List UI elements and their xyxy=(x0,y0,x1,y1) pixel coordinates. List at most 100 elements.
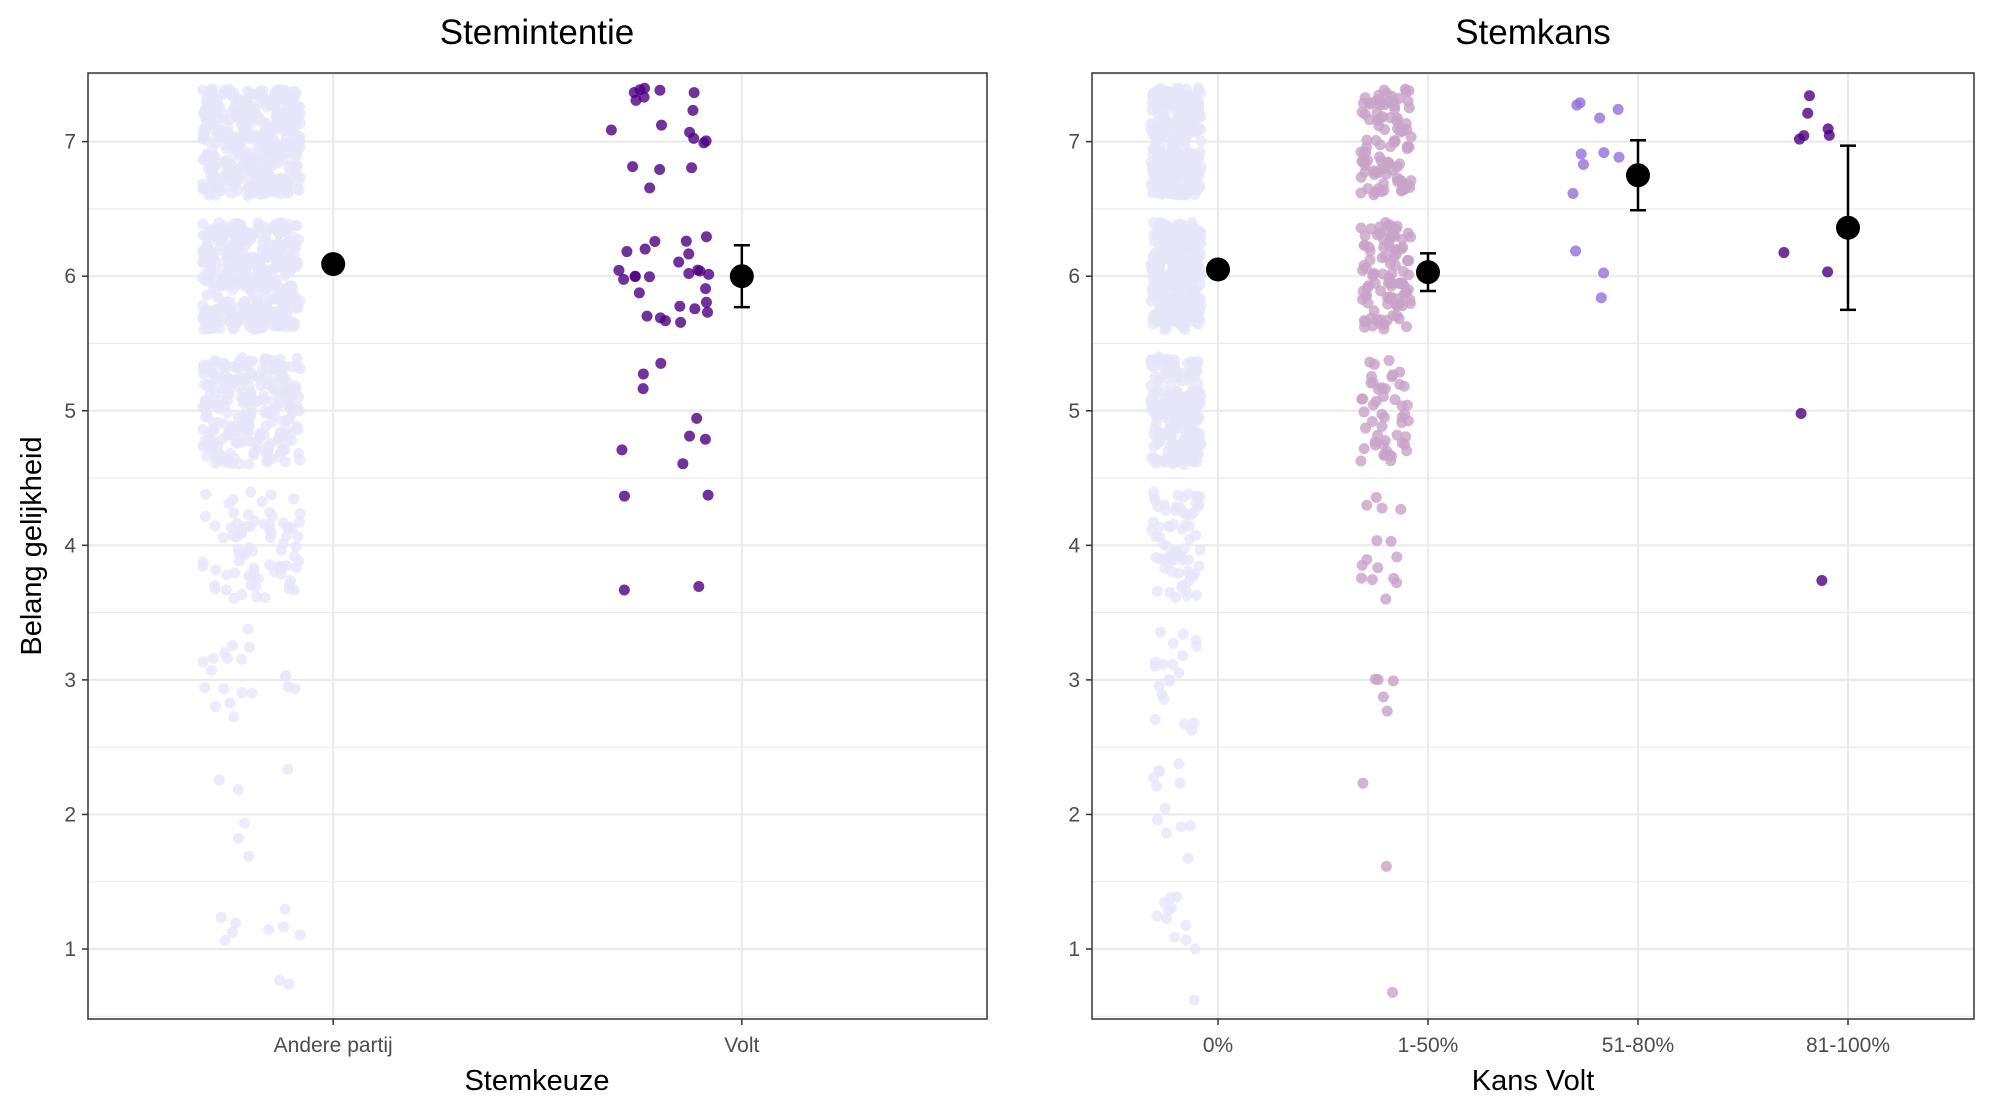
data-point xyxy=(1163,673,1175,685)
data-point xyxy=(1383,354,1395,366)
data-point xyxy=(203,378,215,390)
data-point xyxy=(197,218,209,230)
data-point xyxy=(1189,943,1201,955)
data-point xyxy=(1371,535,1383,547)
data-point xyxy=(251,591,263,603)
data-point xyxy=(231,144,243,156)
data-point xyxy=(199,681,211,693)
data-point xyxy=(284,402,296,414)
y-tick-label: 6 xyxy=(1068,265,1080,288)
data-point xyxy=(1377,178,1389,190)
data-point xyxy=(279,903,291,915)
data-point xyxy=(285,235,297,247)
data-point xyxy=(1361,141,1373,153)
data-point xyxy=(1165,432,1177,444)
data-point xyxy=(290,541,302,553)
data-point xyxy=(1169,417,1181,429)
data-point xyxy=(273,151,285,163)
data-point xyxy=(629,270,641,282)
data-point xyxy=(228,711,240,723)
data-point xyxy=(236,687,248,699)
mean-point xyxy=(1416,260,1440,285)
data-point xyxy=(1377,691,1389,703)
data-point xyxy=(639,243,651,255)
data-point xyxy=(1394,158,1406,170)
data-point xyxy=(281,282,293,294)
data-point xyxy=(1391,429,1403,441)
x-tick-label: 0% xyxy=(1203,1034,1233,1057)
data-point xyxy=(1402,284,1414,296)
data-point xyxy=(1189,438,1201,450)
data-point xyxy=(1375,285,1387,297)
data-point xyxy=(1189,174,1201,186)
data-point xyxy=(253,281,265,293)
data-point xyxy=(1390,299,1402,311)
x-tick-label: Volt xyxy=(724,1034,759,1057)
data-point xyxy=(252,294,264,306)
data-point xyxy=(1177,491,1189,503)
data-point xyxy=(268,364,280,376)
data-point xyxy=(1391,220,1403,232)
data-point xyxy=(1159,562,1171,574)
data-point xyxy=(1816,574,1828,586)
data-point xyxy=(215,315,227,327)
y-tick-label: 2 xyxy=(64,803,76,826)
data-point xyxy=(284,266,296,278)
data-point xyxy=(275,181,287,193)
data-point xyxy=(245,409,257,421)
data-point xyxy=(1155,161,1167,173)
data-point xyxy=(294,929,306,941)
x-tick-label: 1-50% xyxy=(1398,1034,1459,1057)
data-point xyxy=(221,569,233,581)
data-point xyxy=(1405,131,1417,143)
data-point xyxy=(1575,148,1587,160)
data-point xyxy=(1158,408,1170,420)
data-point xyxy=(233,363,245,375)
x-axis-title: Kans Volt xyxy=(1472,1065,1595,1097)
data-point xyxy=(1178,300,1190,312)
data-point xyxy=(252,217,264,229)
data-point xyxy=(1404,181,1416,193)
data-point xyxy=(1171,371,1183,383)
data-point xyxy=(1395,503,1407,515)
data-point xyxy=(618,273,630,285)
data-point xyxy=(1152,286,1164,298)
data-point xyxy=(197,312,209,324)
data-point xyxy=(1149,170,1161,182)
data-point xyxy=(201,148,213,160)
data-point xyxy=(1389,230,1401,242)
data-point xyxy=(1194,247,1206,259)
data-point xyxy=(1369,186,1381,198)
data-point xyxy=(217,532,229,544)
data-point xyxy=(1394,126,1406,138)
data-point xyxy=(243,381,255,393)
data-point xyxy=(1157,114,1169,126)
y-tick-label: 7 xyxy=(64,131,76,154)
data-point xyxy=(1384,258,1396,270)
data-point xyxy=(232,381,244,393)
data-point xyxy=(654,312,666,324)
data-point xyxy=(1161,445,1173,457)
data-point xyxy=(248,227,260,239)
data-point xyxy=(1193,560,1205,572)
data-point xyxy=(259,592,271,604)
data-point xyxy=(220,157,232,169)
data-point xyxy=(249,129,261,141)
data-point xyxy=(1369,436,1381,448)
data-point xyxy=(1184,367,1196,379)
data-point xyxy=(1189,310,1201,322)
data-point xyxy=(1178,458,1190,470)
data-point xyxy=(1148,440,1160,452)
data-point xyxy=(1595,292,1607,304)
data-point xyxy=(1401,399,1413,411)
data-point xyxy=(1378,84,1390,96)
data-point xyxy=(198,324,210,336)
data-point xyxy=(1182,852,1194,864)
data-point xyxy=(218,456,230,468)
data-point xyxy=(1188,994,1200,1006)
data-point xyxy=(293,448,305,460)
data-point xyxy=(278,372,290,384)
data-point xyxy=(1367,270,1379,282)
data-point xyxy=(1356,393,1368,405)
data-point xyxy=(228,507,240,519)
